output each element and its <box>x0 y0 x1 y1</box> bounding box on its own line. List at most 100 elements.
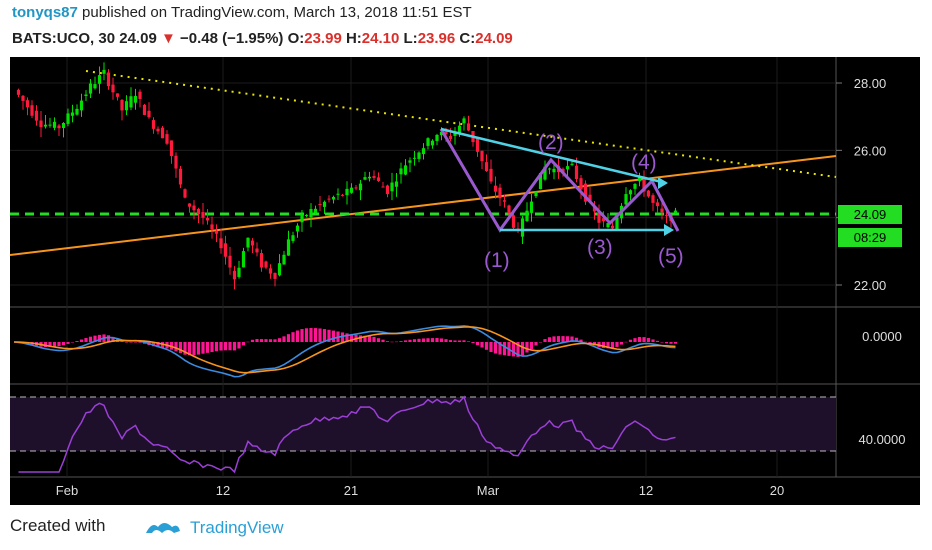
candle-body <box>606 223 610 228</box>
macd-histogram-bar <box>57 342 61 347</box>
macd-histogram-bar <box>322 329 327 342</box>
time-axis[interactable]: Feb 12 21 Mar 12 20 <box>56 483 784 498</box>
candle-body <box>115 93 120 97</box>
macd-histogram-bar <box>291 332 295 342</box>
candle-body <box>277 263 282 276</box>
chart-area[interactable]: (1) (2) (3) (4) (5) 22.0024.0026.0028.00… <box>9 57 920 505</box>
macd-histogram-bar <box>340 332 345 342</box>
macd-histogram-bar <box>529 342 534 350</box>
candle-body <box>165 134 169 144</box>
candle-body <box>282 254 286 265</box>
candle-body <box>489 168 493 182</box>
macd-histogram-bar <box>493 342 498 354</box>
macd-histogram-bar <box>79 339 84 342</box>
price-tick-label: 26.00 <box>854 143 887 158</box>
candle-body <box>84 94 88 97</box>
candle-body <box>466 123 471 131</box>
macd-histogram-bar <box>160 342 165 348</box>
candle-body <box>345 188 349 196</box>
candle-body <box>525 210 529 222</box>
candle-body <box>61 122 66 129</box>
macd-histogram-bar <box>210 342 214 353</box>
candle-body <box>331 196 336 200</box>
candle-body <box>448 136 453 139</box>
yellow-resistance-line[interactable] <box>85 70 837 178</box>
macd-histogram-bar <box>448 340 453 342</box>
candle-body <box>219 238 223 249</box>
macd-histogram-bar <box>583 341 588 343</box>
macd-histogram-bar <box>606 342 610 349</box>
open-label: O: <box>287 30 305 47</box>
high-value: 24.10 <box>361 30 400 47</box>
footer: Created with <box>10 516 105 536</box>
candle-body <box>457 125 462 135</box>
macd-histogram-bar <box>498 342 502 355</box>
candle-body <box>178 168 183 185</box>
candle-body <box>597 212 601 223</box>
candle-body <box>142 104 147 115</box>
wedge-lower-arrow-icon <box>664 224 674 236</box>
macd-histogram-bar <box>408 339 412 342</box>
macd-histogram-bar <box>619 342 624 345</box>
candle-body <box>453 131 457 136</box>
macd-histogram-bar <box>381 339 385 342</box>
macd-histogram-bar <box>246 341 250 343</box>
elliott-wave-drawing[interactable]: (1) (2) (3) (4) (5) <box>439 127 684 272</box>
candle-body <box>322 201 327 207</box>
candle-body <box>439 131 444 136</box>
time-tick-label: 21 <box>344 483 358 498</box>
macd-histogram-bar <box>399 341 403 342</box>
candle-body <box>601 218 606 222</box>
candle-body <box>21 95 25 101</box>
candle-body <box>259 253 264 268</box>
macd-histogram-bar <box>538 342 543 343</box>
wedge-upper-line[interactable] <box>440 127 667 185</box>
orange-trendline[interactable] <box>9 155 837 256</box>
candle-body <box>673 210 678 213</box>
macd-histogram-bar <box>642 337 646 342</box>
macd-histogram-bar <box>93 335 97 342</box>
candle-body <box>462 118 466 124</box>
macd-histogram-bar <box>111 336 115 342</box>
macd-histogram-bar <box>232 342 237 351</box>
candle-body <box>435 134 439 141</box>
candle-body <box>381 186 385 188</box>
candle-body <box>120 99 124 111</box>
candle-body <box>273 272 277 279</box>
candle-body <box>349 187 354 193</box>
macd-histogram-bar <box>601 342 606 348</box>
macd-histogram-bar <box>66 342 70 344</box>
wave-path[interactable] <box>439 128 680 233</box>
candle-body <box>376 177 381 181</box>
macd-histogram-bar <box>444 339 448 342</box>
candle-body <box>124 101 129 111</box>
macd-histogram-bar <box>156 342 160 348</box>
macd-histogram-bar <box>484 342 489 350</box>
macd-histogram-bar <box>502 342 507 356</box>
author-name[interactable]: tonyqs87 <box>12 4 78 21</box>
macd-histogram-bar <box>187 342 192 356</box>
macd-histogram-bar <box>520 342 525 356</box>
macd-histogram-bar <box>84 338 88 342</box>
candle-body <box>291 235 295 241</box>
last-price: 24.09 <box>119 30 157 47</box>
candle-body <box>52 121 57 128</box>
candle-body <box>237 267 241 277</box>
macd-histogram-bar <box>462 340 466 342</box>
low-value: 23.96 <box>417 30 456 47</box>
open-value: 23.99 <box>304 30 342 47</box>
brand-name: TradingView <box>190 518 284 537</box>
low-label: L: <box>403 30 418 47</box>
chart-canvas[interactable]: (1) (2) (3) (4) (5) 22.0024.0026.0028.00… <box>9 57 920 505</box>
candle-body <box>205 218 210 221</box>
macd-histogram-bar <box>394 341 399 343</box>
macd-histogram-bar <box>489 342 493 352</box>
macd-histogram-bar <box>372 336 376 342</box>
tradingview-logo[interactable]: TradingView <box>144 515 314 541</box>
macd-histogram-bar <box>570 336 574 342</box>
candle-body <box>79 100 84 111</box>
publish-info: published on TradingView.com, March 13, … <box>82 4 472 21</box>
macd-signal-line <box>13 326 676 374</box>
macd-histogram-bar <box>466 341 471 342</box>
